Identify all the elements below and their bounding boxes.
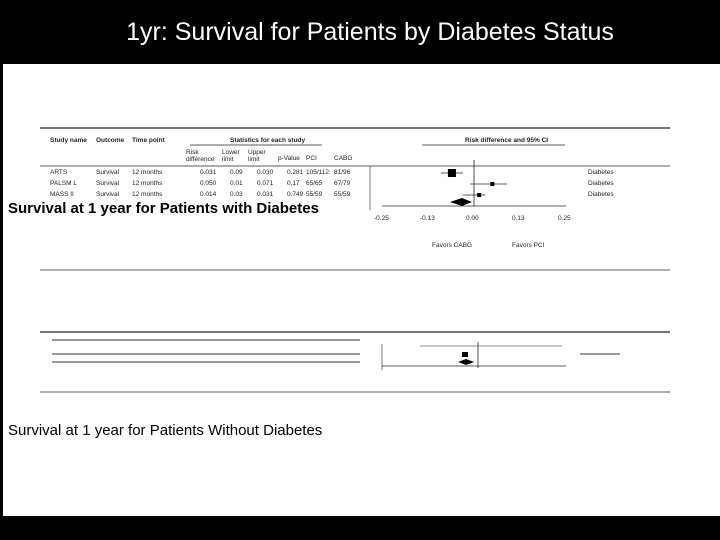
- x-tick-label: 0.25: [558, 215, 571, 222]
- row-time: 12 months: [132, 191, 163, 198]
- row-pci: 55/59: [306, 191, 323, 198]
- plot1-marks: [440, 169, 508, 197]
- row-lower: 0.03: [230, 191, 243, 198]
- row-upper: 0.030: [257, 169, 274, 176]
- row-group: Diabetes: [588, 169, 614, 176]
- row-risk-difference: 0.014: [200, 191, 217, 198]
- header-cabg: CABG: [334, 155, 353, 162]
- row-cabg: 67/79: [334, 180, 351, 187]
- row-pci: 105/112: [306, 169, 330, 176]
- x-tick-label: 0.13: [512, 215, 525, 222]
- header-stats-group: Statistics for each study: [230, 137, 306, 144]
- row-lower: 0.09: [230, 169, 243, 176]
- row-risk-difference: 0.031: [200, 169, 217, 176]
- plot2-blurred-rows: [52, 339, 620, 363]
- row-cabg: 81/96: [334, 169, 351, 176]
- header-p-value: p-Value: [278, 155, 300, 162]
- header-risk-difference: Risk difference: [186, 149, 215, 163]
- row-p-value: 0.281: [287, 169, 304, 176]
- row-group: Diabetes: [588, 191, 614, 198]
- x-tick-label: -0.13: [420, 215, 435, 222]
- row-outcome: Survival: [96, 169, 120, 176]
- left-border: [0, 64, 3, 306]
- row-pci: 65/65: [306, 180, 323, 187]
- row-p-value: 0.749: [287, 191, 304, 198]
- header-study-name: Study name: [50, 137, 87, 144]
- row-study: PALSM L: [50, 180, 77, 187]
- row-outcome: Survival: [96, 191, 120, 198]
- header-lower-limit: Lower limit: [222, 149, 240, 163]
- row-time: 12 months: [132, 169, 163, 176]
- row-p-value: 0.17: [287, 180, 300, 187]
- x-tick-label: -0.25: [374, 215, 389, 222]
- row-upper: 0.031: [257, 191, 274, 198]
- row-lower: 0.01: [230, 180, 243, 187]
- slide-content: [3, 64, 720, 516]
- row-study: MASS II: [50, 191, 74, 198]
- header-upper-limit: Upper limit: [248, 149, 266, 163]
- plot1-summary-diamond: [450, 198, 472, 206]
- caption-without-diabetes: Survival at 1 year for Patients Without …: [8, 422, 323, 439]
- row-cabg: 55/59: [334, 191, 351, 198]
- row-outcome: Survival: [96, 180, 120, 187]
- slide-title: 1yr: Survival for Patients by Diabetes S…: [0, 0, 720, 64]
- row-upper: 0.071: [257, 180, 274, 187]
- plot2-diamond: [458, 359, 474, 365]
- left-border-lower: [0, 496, 3, 516]
- point-estimate: [447, 169, 456, 177]
- row-study: ARTS: [50, 169, 68, 176]
- favors-right-label: Favors PCI: [512, 242, 545, 249]
- plot2-point: [462, 352, 468, 357]
- row-group: Diabetes: [588, 180, 614, 187]
- header-time-point: Time point: [132, 137, 165, 144]
- bottom-band: [0, 516, 720, 540]
- header-rd-group: Risk difference and 95% CI: [465, 137, 549, 144]
- point-estimate: [490, 182, 495, 186]
- x-tick-label: 0.00: [466, 215, 479, 222]
- header-pci: PCI: [306, 155, 317, 162]
- caption-with-diabetes: Survival at 1 year for Patients with Dia…: [8, 200, 319, 217]
- row-time: 12 months: [132, 180, 163, 187]
- header-outcome: Outcome: [96, 137, 125, 144]
- favors-left-label: Favors CABG: [432, 242, 473, 249]
- point-estimate: [477, 193, 482, 197]
- row-risk-difference: 0.050: [200, 180, 217, 187]
